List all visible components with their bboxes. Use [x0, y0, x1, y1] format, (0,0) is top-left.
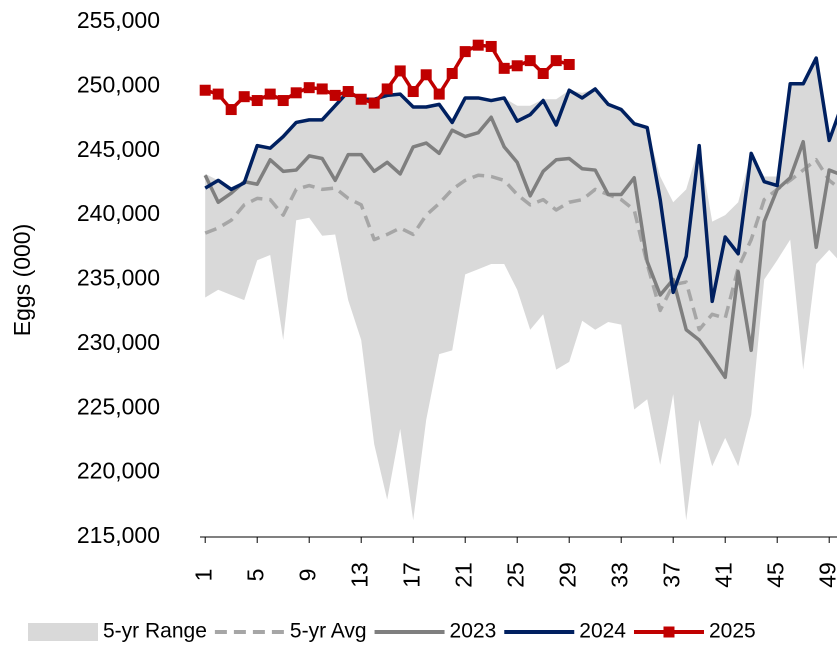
y-tick-label: 215,000 [77, 522, 160, 548]
y-tick-label: 225,000 [77, 393, 160, 419]
y-tick-label: 255,000 [77, 7, 160, 33]
x-tick-label: 13 [346, 562, 372, 588]
marker [303, 82, 315, 94]
marker [498, 62, 510, 74]
x-tick-label: 17 [398, 562, 424, 588]
legend-label: 2025 [709, 620, 756, 643]
marker [199, 84, 211, 96]
y-tick-label: 245,000 [77, 136, 160, 162]
x-tick-label: 33 [606, 562, 632, 588]
marker [420, 69, 432, 81]
marker [212, 88, 224, 100]
marker [446, 68, 458, 79]
marker [368, 97, 380, 109]
x-tick-label: 21 [450, 562, 476, 588]
x-tick-label: 49 [814, 562, 837, 588]
marker [407, 86, 419, 98]
marker [563, 58, 575, 70]
legend: 5-yr Range 5-yr Avg 2023 2024 2025 [28, 620, 756, 643]
marker [316, 83, 328, 95]
marker [485, 40, 497, 52]
line-5-yr-avg [204, 158, 837, 332]
line-2023 [203, 115, 837, 380]
x-tick-label: 5 [242, 569, 268, 582]
marker [264, 88, 276, 100]
line-2024 [204, 56, 837, 304]
marker [355, 93, 367, 105]
y-axis-label: Eggs (000) [9, 224, 35, 337]
x-tick-label: 37 [658, 562, 684, 588]
x-tick-label: 1 [190, 569, 216, 582]
x-tick-label: 45 [762, 562, 788, 588]
legend-label: 2023 [450, 620, 497, 643]
marker [394, 65, 406, 77]
x-tick-label: 29 [554, 562, 580, 588]
legend-swatch [28, 623, 98, 641]
legend-label: 5-yr Avg [290, 620, 367, 643]
marker [433, 88, 445, 100]
y-tick-label: 240,000 [77, 200, 160, 226]
y-tick-label: 220,000 [77, 458, 160, 484]
marker [381, 83, 393, 95]
plot-area [199, 39, 837, 521]
marker [524, 55, 536, 67]
range-area [205, 58, 837, 521]
marker [329, 89, 341, 101]
y-tick-label: 235,000 [77, 265, 160, 291]
x-tick-label: 9 [294, 569, 320, 582]
marker [238, 91, 250, 103]
marker [290, 87, 302, 99]
x-tick-label: 41 [710, 562, 736, 588]
marker [537, 68, 549, 79]
marker [550, 55, 562, 67]
marker [511, 60, 523, 72]
legend-label: 5-yr Range [103, 620, 207, 643]
y-tick-label: 250,000 [77, 71, 160, 97]
legend-label: 2024 [579, 620, 626, 643]
marker [277, 95, 289, 107]
y-tick-label: 230,000 [77, 329, 160, 355]
marker [342, 86, 354, 98]
marker [251, 95, 263, 107]
marker [459, 46, 471, 58]
marker [225, 104, 237, 116]
legend-marker [663, 626, 675, 638]
marker [472, 39, 484, 51]
x-tick-label: 25 [502, 562, 528, 588]
axes: 215,000 220,000 225,000 230,000 235,000 240,0… [77, 7, 837, 588]
